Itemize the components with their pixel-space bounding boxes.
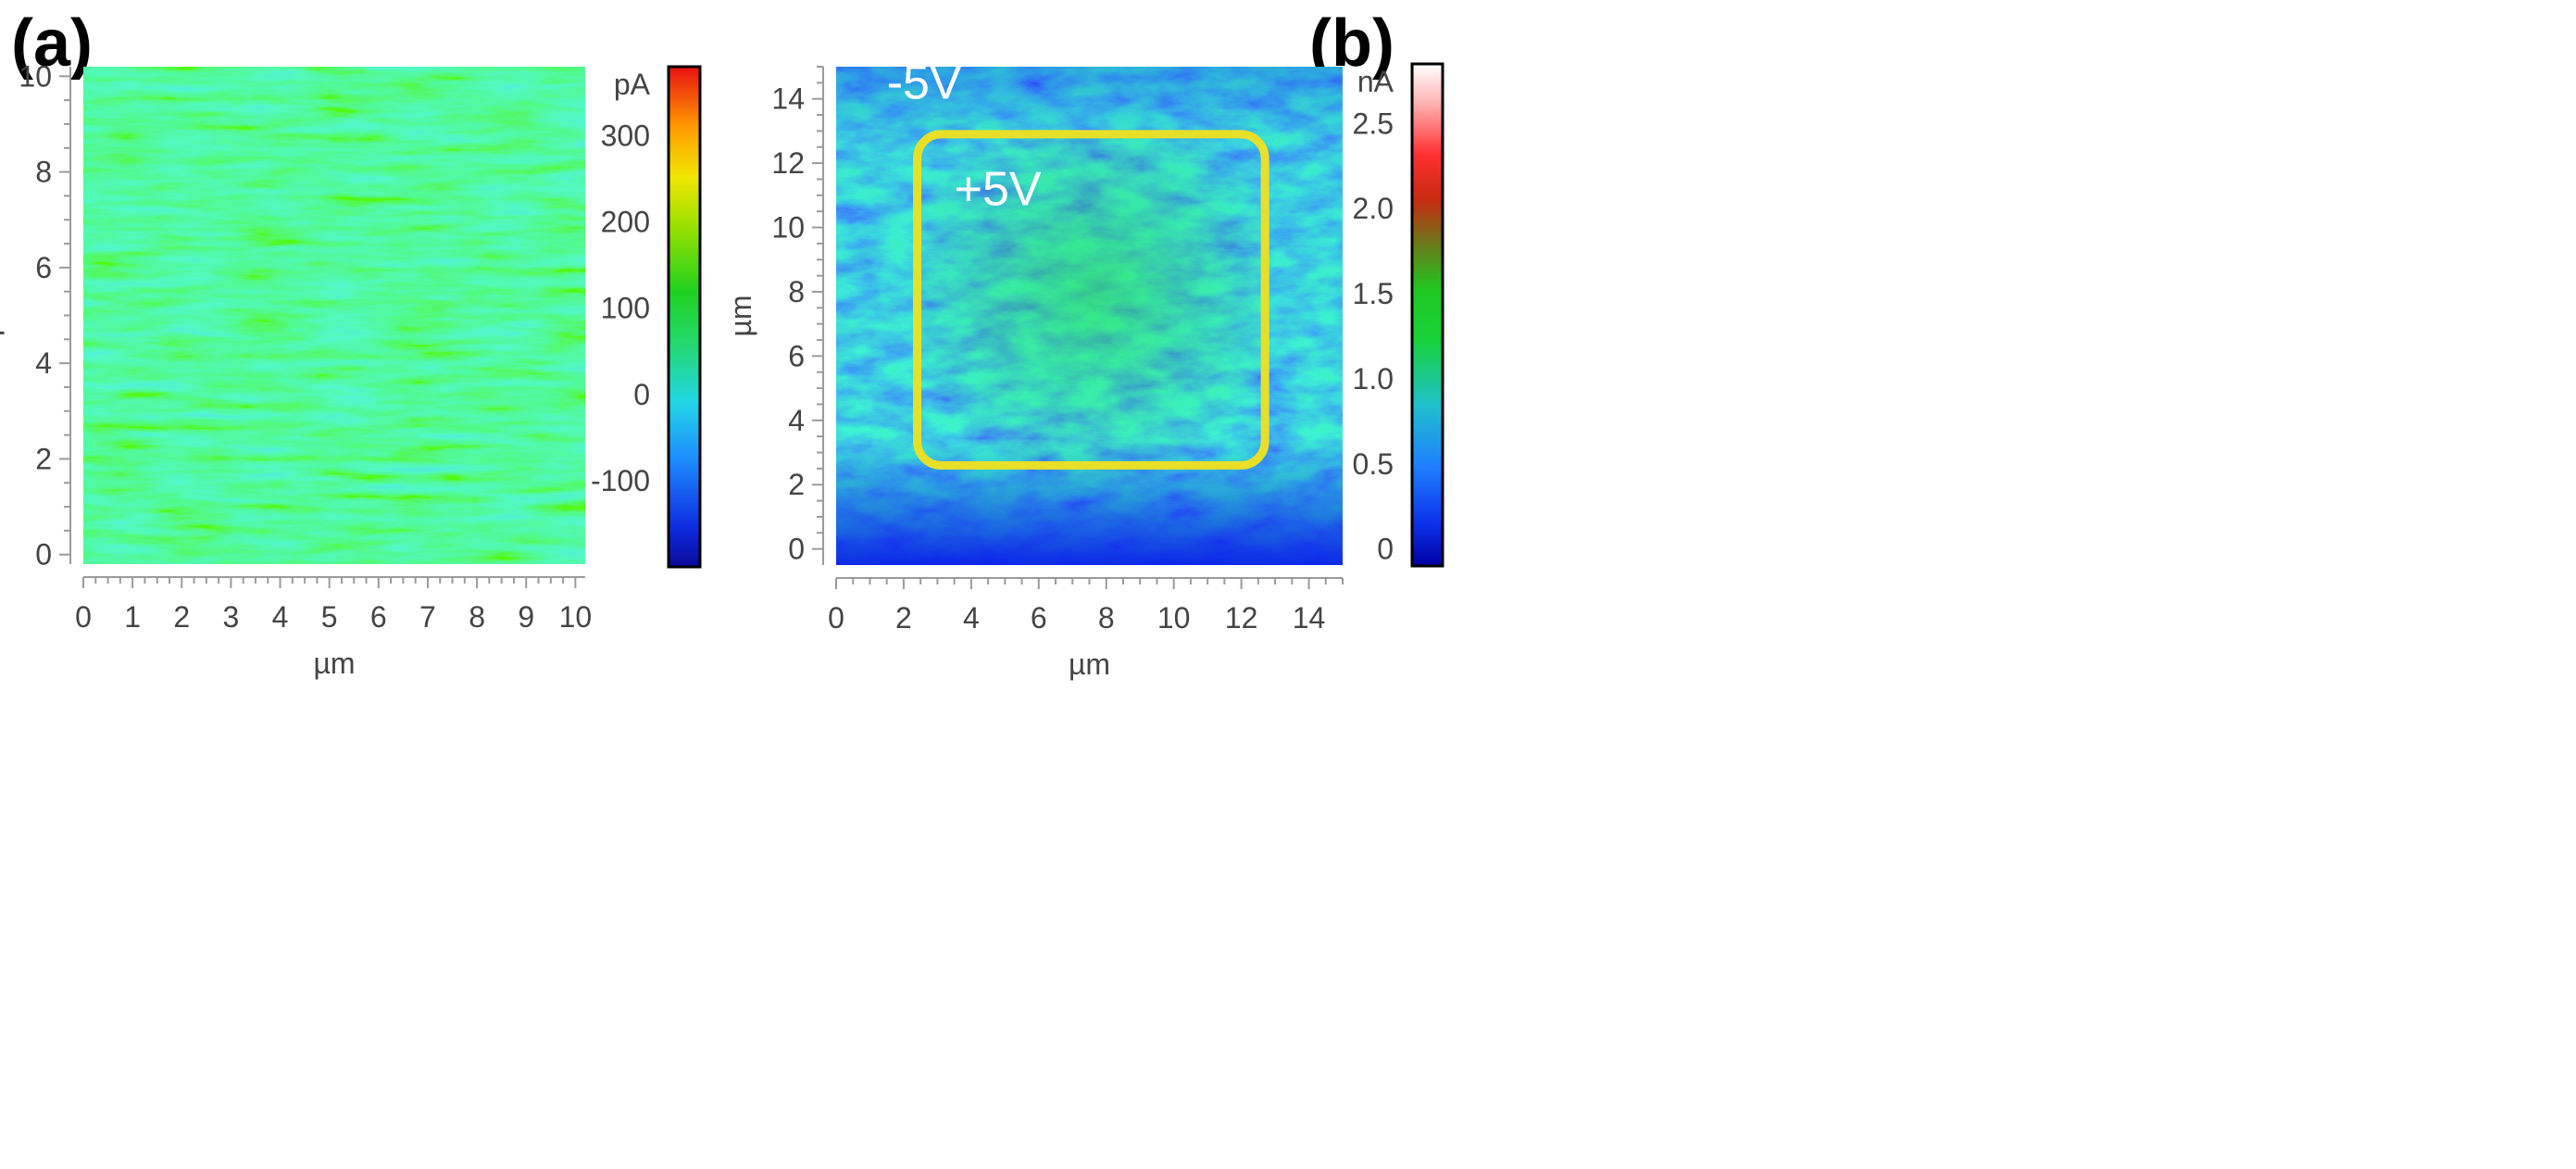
x-tick-label-a: 3 <box>223 600 240 634</box>
poled-region-outline <box>913 130 1269 470</box>
current-map-a-tint <box>83 67 585 564</box>
y-tick-label-b: 0 <box>788 533 805 566</box>
y-axis-label-a: µm <box>0 295 5 336</box>
x-tick-label-b: 8 <box>1098 601 1115 635</box>
x-tick-label-b: 12 <box>1225 601 1258 635</box>
x-tick-label-a: 9 <box>518 600 534 634</box>
x-tick-label-a: 4 <box>272 600 289 634</box>
x-tick-label-b: 0 <box>828 601 844 635</box>
colorbar-tick-label-a: 0 <box>633 378 650 411</box>
x-tick-label-a: 6 <box>370 600 387 634</box>
x-tick-label-b: 6 <box>1031 601 1047 635</box>
colorbar-tick-label-a: 300 <box>601 119 650 152</box>
x-tick-label-b: 2 <box>895 601 912 635</box>
colorbar-tick-label-b: 0.5 <box>1353 447 1394 481</box>
current-map-b-glow <box>912 130 1273 491</box>
colorbar-unit-a: pA <box>614 68 651 101</box>
y-tick-label-b: 10 <box>771 211 805 245</box>
x-tick-label-a: 8 <box>469 600 485 634</box>
panel-a-label: (a) <box>11 6 93 81</box>
x-tick-label-b: 4 <box>963 601 980 635</box>
y-tick-label-b: 12 <box>771 146 805 180</box>
y-tick-label-a: 8 <box>35 156 52 189</box>
x-axis-label-b: µm <box>1069 647 1110 681</box>
x-tick-label-a: 5 <box>321 600 338 634</box>
colorbar-tick-label-b: 2.5 <box>1353 107 1394 140</box>
colorbar-tick-label-b: 1.0 <box>1353 362 1394 396</box>
chart-b: 0 2 4 6 8 10 12 14 0 2 4 6 8 10 12 14 µm µm -5V +5V <box>724 57 1344 681</box>
colorbar-tick-label-a: -100 <box>591 464 650 497</box>
y-tick-label-a: 0 <box>35 538 52 572</box>
x-tick-label-a: 7 <box>419 600 436 634</box>
y-tick-label-b: 8 <box>788 275 805 308</box>
annotation-positive-bias: +5V <box>955 162 1042 216</box>
colorbar-unit-b: nA <box>1357 65 1394 98</box>
current-map-a <box>83 67 585 564</box>
y-tick-label-a: 10 <box>19 59 52 93</box>
y-tick-label-a: 6 <box>35 251 52 284</box>
colorbar-b <box>1410 62 1444 568</box>
colorbar-tick-label-b: 1.5 <box>1353 277 1394 310</box>
colorbar-a <box>667 65 702 569</box>
y-tick-label-b: 2 <box>788 468 805 501</box>
colorbar-tick-label-a: 200 <box>601 206 650 239</box>
y-tick-label-b: 4 <box>788 404 805 437</box>
x-tick-label-b: 14 <box>1293 601 1326 635</box>
x-axis-label-a: µm <box>313 647 355 680</box>
y-tick-label-a: 2 <box>35 442 52 475</box>
y-tick-label-a: 4 <box>35 346 52 380</box>
x-tick-label-a: 2 <box>173 600 190 634</box>
colorbar-tick-label-a: 100 <box>601 292 650 325</box>
x-tick-label-a: 1 <box>124 600 141 634</box>
colorbar-tick-label-b: 2.0 <box>1353 192 1394 225</box>
x-tick-label-a: 0 <box>75 600 92 634</box>
y-tick-label-b: 14 <box>771 82 805 116</box>
y-tick-label-b: 6 <box>788 339 805 372</box>
annotation-negative-bias: -5V <box>887 57 962 110</box>
x-tick-label-b: 10 <box>1157 601 1191 635</box>
x-tick-label-a: 10 <box>559 600 593 634</box>
y-axis-label-b: µm <box>724 295 757 336</box>
colorbar-tick-label-b: 0 <box>1377 533 1394 566</box>
